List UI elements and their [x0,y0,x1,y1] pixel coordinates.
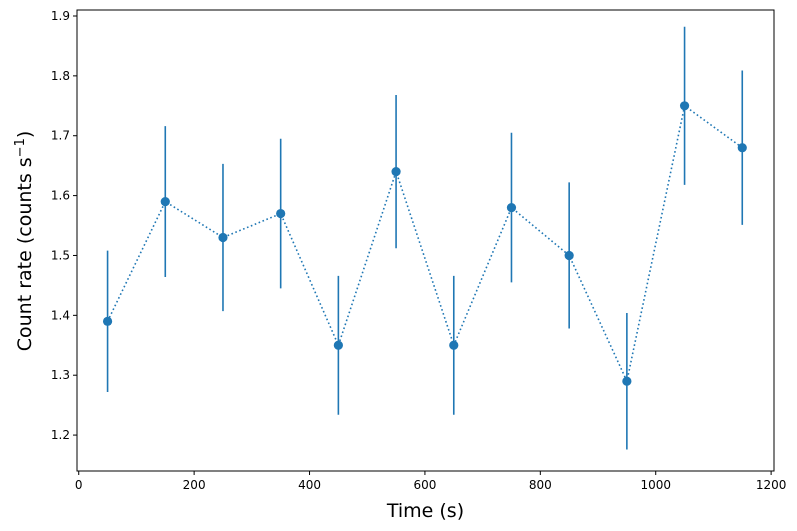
data-point [679,101,690,111]
data-point [102,316,113,326]
axes-frame [76,9,775,472]
data-point [564,250,574,261]
series-line [106,104,743,384]
y-tick-label: 1.8 [51,69,70,83]
x-tick-label: 400 [298,478,321,492]
data-point [218,232,228,243]
x-tick-label: 1200 [756,478,787,492]
y-axis-label: Count rate (counts s−1) [13,131,36,352]
x-tick-label: 0 [75,478,83,492]
data-point [737,143,747,153]
data-point [160,196,170,207]
data-point [622,376,632,386]
data-point [506,202,517,213]
x-axis: 0 200 400 600 800 1000 1200 [75,471,786,492]
y-tick-label: 1.7 [51,129,70,143]
plot-area [102,26,747,450]
data-point [276,208,286,219]
y-axis-label-main: Count rate (counts s [14,157,36,351]
y-tick-label: 1.2 [51,428,70,442]
data-point [449,340,459,350]
y-axis: 1.2 1.3 1.4 1.5 1.6 1.7 1.8 1.9 [51,9,77,442]
y-tick-label: 1.3 [51,368,70,382]
y-tick-label: 1.6 [51,189,70,203]
y-tick-label: 1.5 [51,248,70,262]
x-tick-label: 200 [183,478,206,492]
y-tick-label: 1.4 [51,308,70,322]
y-axis-label-close: ) [14,131,36,138]
y-tick-label: 1.9 [51,9,70,23]
x-tick-label: 800 [529,478,552,492]
y-axis-label-superscript: −1 [13,138,28,157]
x-tick-label: 600 [413,478,436,492]
x-axis-label: Time (s) [386,500,464,522]
x-tick-label: 1000 [640,478,671,492]
data-point [391,167,401,177]
data-point [333,340,343,350]
